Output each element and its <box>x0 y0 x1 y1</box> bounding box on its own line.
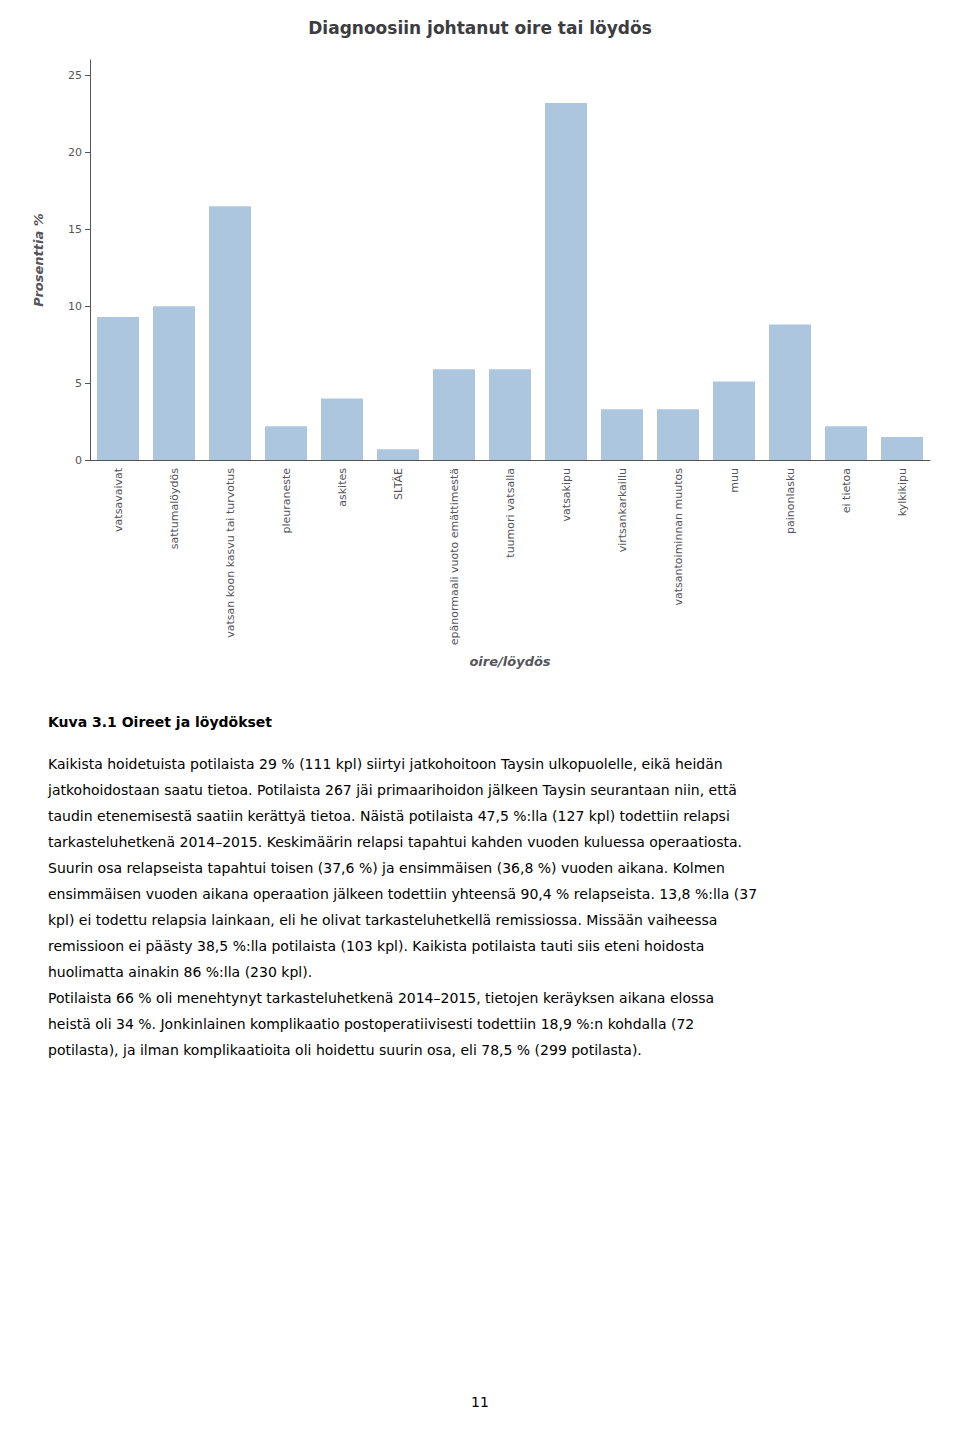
svg-text:painonlasku: painonlasku <box>784 468 797 534</box>
svg-text:ensimmäisen vuoden aikana oper: ensimmäisen vuoden aikana operaation jäl… <box>48 886 757 902</box>
svg-text:tuumori vatsalla: tuumori vatsalla <box>504 468 517 558</box>
svg-text:sattumalöydös: sattumalöydös <box>168 468 181 550</box>
svg-text:kpl) ei todettu relapsia laink: kpl) ei todettu relapsia lainkaan, eli h… <box>48 912 717 928</box>
svg-text:Kuva 3.1 Oireet ja löydökset: Kuva 3.1 Oireet ja löydökset <box>48 714 272 730</box>
svg-text:ei tietoa: ei tietoa <box>840 468 853 513</box>
svg-text:SLTÄE: SLTÄE <box>392 468 405 500</box>
svg-text:jatkohoidostaan saatu tietoa.: jatkohoidostaan saatu tietoa. Potilaista… <box>47 782 737 798</box>
svg-text:Potilaista 66 % oli menehtynyt: Potilaista 66 % oli menehtynyt tarkastel… <box>48 990 714 1006</box>
svg-text:tarkasteluhetkenä 2014–2015. K: tarkasteluhetkenä 2014–2015. Keskimäärin… <box>48 834 742 850</box>
svg-text:5: 5 <box>75 377 82 390</box>
svg-text:oire/löydös: oire/löydös <box>469 654 550 669</box>
svg-text:kylkikipu: kylkikipu <box>896 468 909 516</box>
svg-text:15: 15 <box>68 223 82 236</box>
svg-text:vatsakipu: vatsakipu <box>560 468 573 521</box>
svg-text:Diagnoosiin johtanut oire tai: Diagnoosiin johtanut oire tai löydös <box>308 18 652 38</box>
svg-text:epänormaali vuoto emättimestä: epänormaali vuoto emättimestä <box>448 468 461 645</box>
svg-text:Prosenttia %: Prosenttia % <box>31 213 46 307</box>
svg-text:virtsankarkaillu: virtsankarkaillu <box>616 468 629 552</box>
svg-text:11: 11 <box>471 1394 489 1410</box>
svg-text:0: 0 <box>75 454 82 467</box>
svg-text:taudin etenemisestä saatiin ke: taudin etenemisestä saatiin kerättyä tie… <box>48 808 730 824</box>
svg-text:pleuraneste: pleuraneste <box>280 468 293 534</box>
svg-text:vatsan koon kasvu tai turvotus: vatsan koon kasvu tai turvotus <box>224 468 237 638</box>
svg-text:vatsavaivat: vatsavaivat <box>112 467 125 532</box>
svg-text:20: 20 <box>68 146 82 159</box>
svg-text:10: 10 <box>68 300 82 313</box>
svg-text:Suurin osa relapseista tapahtu: Suurin osa relapseista tapahtui toisen (… <box>48 860 725 876</box>
svg-text:askites: askites <box>336 468 349 507</box>
svg-text:vatsantoiminnan muutos: vatsantoiminnan muutos <box>672 468 685 606</box>
svg-text:potilasta), ja ilman komplikaa: potilasta), ja ilman komplikaatioita oli… <box>48 1042 642 1058</box>
svg-text:huolimatta ainakin 86 %:lla (2: huolimatta ainakin 86 %:lla (230 kpl). <box>48 964 312 980</box>
svg-text:Kaikista hoidetuista potilaist: Kaikista hoidetuista potilaista 29 % (11… <box>48 756 723 772</box>
svg-text:25: 25 <box>68 69 82 82</box>
svg-text:heistä oli 34 %. Jonkinlainen: heistä oli 34 %. Jonkinlainen komplikaat… <box>48 1016 694 1032</box>
svg-text:muu: muu <box>728 468 741 493</box>
svg-text:remissioon ei päästy 38,5 %:ll: remissioon ei päästy 38,5 %:lla potilais… <box>48 938 704 954</box>
